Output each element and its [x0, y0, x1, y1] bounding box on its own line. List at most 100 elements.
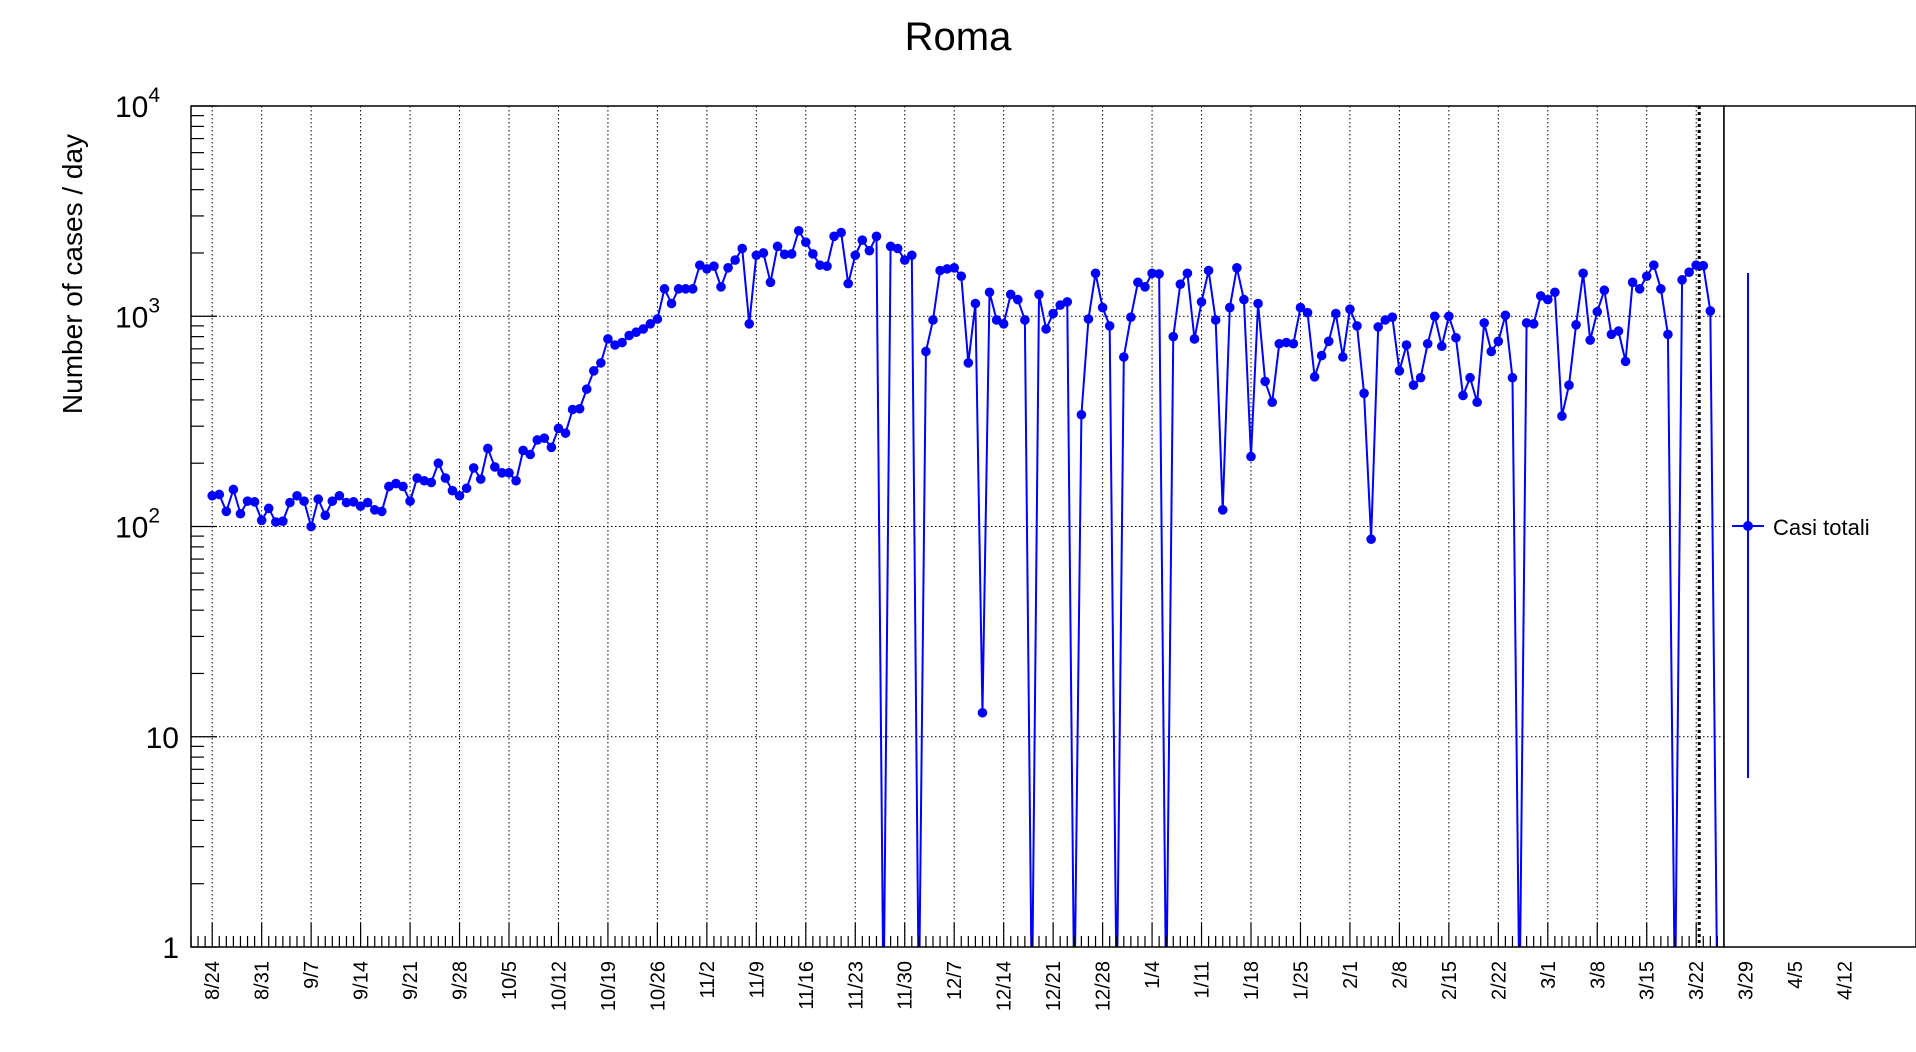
data-point [1698, 260, 1709, 271]
data-point [928, 315, 938, 325]
data-point [1147, 268, 1157, 279]
data-point [1253, 298, 1263, 309]
data-point [1140, 282, 1150, 292]
x-tick-label: 2/8 [1389, 961, 1411, 989]
data-point [483, 443, 493, 454]
data-point [553, 423, 564, 434]
data-point [242, 496, 253, 506]
x-tick-label: 12/21 [1043, 961, 1065, 1011]
data-point [843, 278, 853, 289]
y-tick-label: 103 [115, 294, 160, 334]
data-point [1189, 334, 1200, 344]
data-point [1182, 268, 1193, 279]
y-tick-label: 10 [146, 722, 179, 755]
data-point [362, 497, 373, 508]
data-point [1500, 310, 1511, 321]
data-point [1168, 331, 1179, 342]
x-tick-label: 8/24 [202, 961, 224, 1000]
data-point [1444, 311, 1454, 322]
x-tick-label: 9/21 [400, 961, 422, 1000]
data-point [772, 241, 783, 252]
data-point [956, 271, 967, 282]
data-point [970, 298, 981, 309]
data-point [1274, 338, 1285, 349]
data-point [744, 319, 755, 329]
data-point [1083, 314, 1094, 324]
x-tick-label: 4/12 [1835, 961, 1857, 1000]
data-point [1133, 277, 1143, 288]
data-point [1394, 366, 1405, 376]
data-point [539, 433, 550, 444]
data-point [475, 474, 486, 484]
data-point [440, 473, 451, 483]
data-point [497, 468, 507, 478]
data-point [433, 458, 444, 469]
x-tick-label: 9/14 [351, 961, 373, 1000]
data-point [249, 497, 260, 507]
data-point [1564, 380, 1574, 390]
x-tick-label: 11/9 [746, 961, 768, 998]
data-point [1062, 297, 1073, 307]
data-point [504, 468, 514, 478]
data-point [815, 260, 825, 270]
data-point [779, 249, 790, 260]
data-point [1528, 319, 1539, 329]
data-point [1232, 263, 1242, 273]
data-point [907, 250, 917, 261]
data-point [808, 249, 818, 259]
data-point [1620, 356, 1631, 367]
data-point [1656, 284, 1666, 294]
data-point [1295, 302, 1306, 313]
data-point [1691, 260, 1701, 270]
data-point [1316, 350, 1327, 361]
data-point [1458, 390, 1468, 401]
y-tick-label: 104 [115, 84, 160, 124]
data-point [695, 260, 705, 270]
data-point [313, 494, 324, 504]
data-point [271, 517, 281, 527]
data-point [1422, 338, 1433, 349]
data-point [1352, 321, 1362, 331]
data-point [1048, 308, 1058, 319]
x-tick-label: 12/14 [994, 961, 1016, 1011]
data-point [1119, 352, 1129, 362]
data-point [341, 497, 352, 508]
data-point [1239, 294, 1249, 305]
data-point [546, 442, 557, 453]
data-point [1338, 352, 1348, 362]
y-tick-label: 1 [162, 932, 179, 965]
data-point [1472, 397, 1482, 408]
data-point [1465, 372, 1475, 383]
data-point [1217, 505, 1228, 515]
data-point [1408, 380, 1419, 390]
x-tick-label: 10/5 [499, 961, 521, 1000]
data-point [1005, 289, 1016, 300]
x-tick-label: 1/11 [1192, 961, 1214, 998]
data-point [1451, 332, 1461, 343]
data-point [730, 255, 740, 265]
data-point [1020, 315, 1030, 325]
data-point [1429, 311, 1440, 322]
data-point [327, 496, 338, 506]
data-point [1323, 336, 1334, 347]
data-point [1578, 268, 1588, 279]
data-point [228, 484, 239, 495]
data-point [1076, 409, 1087, 420]
data-point [921, 346, 931, 357]
data-point [1359, 388, 1369, 399]
data-point [1387, 312, 1398, 322]
y-axis-ticks: 1 10 102 103 104 [115, 84, 217, 965]
data-point [1203, 265, 1214, 276]
data-point [645, 319, 656, 329]
x-tick-label: 2/1 [1340, 961, 1362, 989]
data-point [1034, 289, 1044, 300]
data-point [1479, 318, 1489, 328]
x-tick-label: 10/19 [598, 961, 620, 1011]
data-point [1663, 329, 1673, 340]
data-point [1415, 372, 1426, 383]
data-point [829, 231, 839, 242]
data-point [454, 490, 465, 501]
data-point [737, 243, 747, 254]
x-tick-label: 9/7 [301, 961, 323, 989]
data-point [1493, 336, 1504, 347]
